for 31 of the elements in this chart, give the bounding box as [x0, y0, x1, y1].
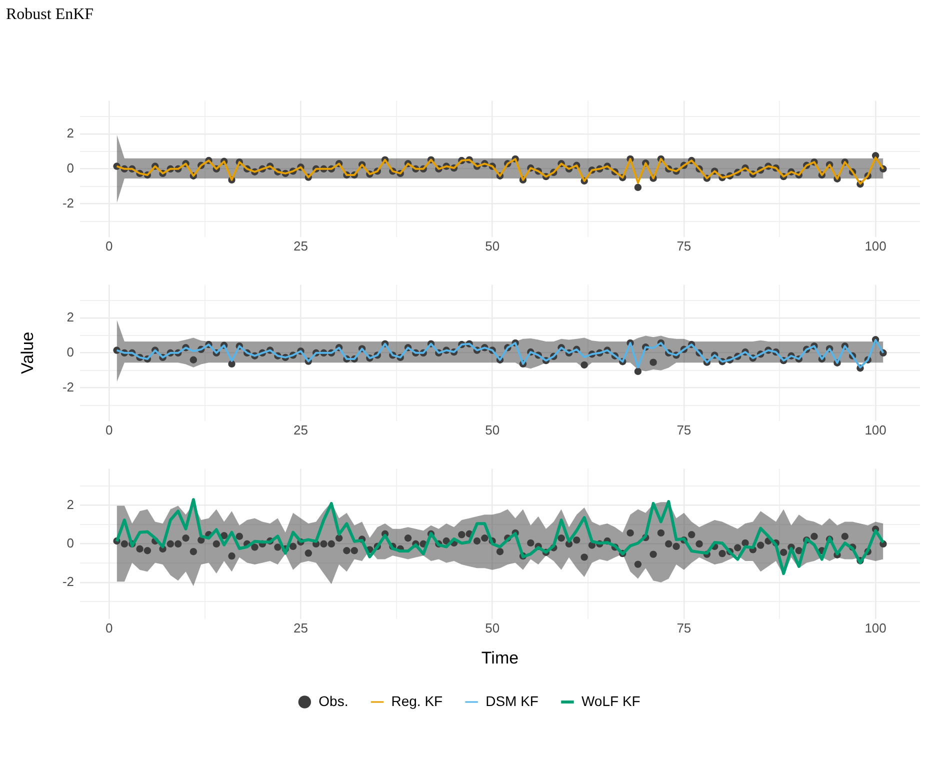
- x-tick-label: 50: [485, 238, 500, 254]
- x-tick-label: 25: [293, 620, 308, 636]
- y-tick-label: 2: [66, 310, 74, 325]
- x-tick-label: 0: [106, 238, 113, 254]
- x-axis-title: Time: [481, 648, 519, 668]
- y-tick-label: -2: [62, 195, 74, 210]
- x-tick-label: 100: [864, 422, 886, 438]
- y-axis-title: Value: [18, 332, 37, 374]
- x-tick-label: 75: [676, 620, 692, 636]
- y-tick-label: 0: [66, 344, 74, 360]
- x-tick-label: 75: [676, 238, 692, 254]
- y-tick-label: 2: [66, 496, 74, 512]
- y-tick-label: 2: [66, 126, 74, 141]
- x-tick-label: 50: [485, 422, 500, 438]
- x-tick-label: 75: [676, 422, 692, 438]
- x-tick-label: 100: [864, 620, 886, 636]
- x-tick-label: 100: [864, 238, 886, 254]
- y-tick-label: -2: [62, 574, 74, 589]
- x-tick-label: 0: [106, 422, 113, 438]
- legend-label: WoLF KF: [581, 692, 640, 709]
- x-tick-label: 0: [106, 620, 113, 636]
- legend-label: Obs.: [318, 692, 348, 709]
- text: DSM KF: [486, 692, 538, 709]
- x-tick-label: 25: [293, 422, 308, 438]
- y-tick-label: -2: [62, 379, 74, 394]
- y-tick-label: 0: [66, 160, 74, 176]
- x-tick-label: 25: [293, 238, 308, 254]
- chart-title: Robust EnKF: [6, 6, 94, 24]
- y-tick-label: 0: [66, 535, 74, 550]
- text: Reg. KF: [391, 692, 443, 709]
- x-tick-label: 50: [485, 620, 500, 636]
